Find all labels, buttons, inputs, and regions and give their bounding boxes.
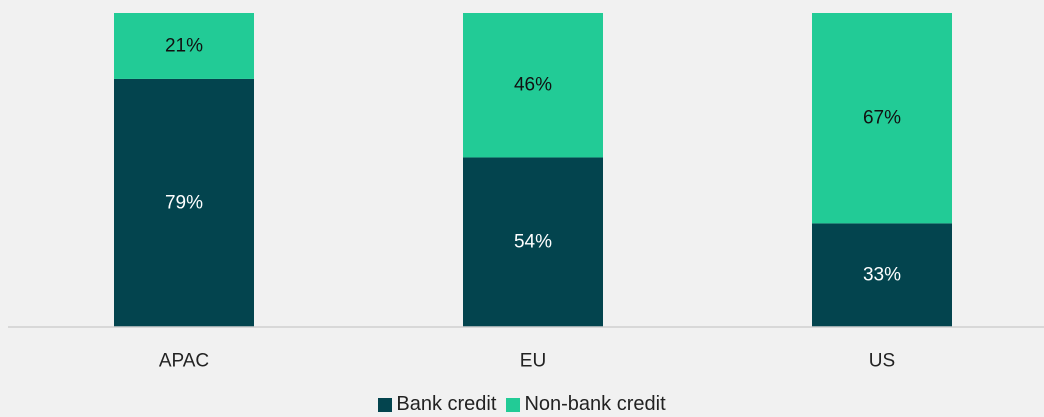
data-label-non-bank-credit-us: 67% xyxy=(863,108,901,129)
legend-swatch-bank-credit xyxy=(378,397,393,412)
legend-label-bank-credit: Bank credit xyxy=(396,393,497,415)
bars-group: 79% 21% 54% 46% 33% 67% xyxy=(114,13,952,327)
x-tick-label-eu: EU xyxy=(520,351,546,372)
legend-swatch-non-bank-credit xyxy=(506,397,521,412)
legend-item-non-bank-credit: Non-bank credit xyxy=(506,393,666,416)
bar-bank-credit-us xyxy=(812,223,952,327)
legend: Bank credit Non-bank credit xyxy=(0,393,1044,416)
bar-bank-credit-eu xyxy=(463,157,603,327)
data-label-non-bank-credit-apac: 21% xyxy=(165,35,203,56)
bar-non-bank-credit-eu xyxy=(463,13,603,158)
data-label-bank-credit-us: 33% xyxy=(863,265,901,286)
legend-label-non-bank-credit: Non-bank credit xyxy=(524,393,666,415)
x-axis-ticks: APAC EU US xyxy=(159,351,895,372)
bar-non-bank-credit-us xyxy=(812,13,952,224)
data-label-bank-credit-eu: 54% xyxy=(514,232,552,253)
data-label-bank-credit-apac: 79% xyxy=(165,192,203,213)
x-tick-label-us: US xyxy=(869,351,895,372)
x-tick-label-apac: APAC xyxy=(159,351,209,372)
bar-bank-credit-apac xyxy=(114,78,254,327)
bar-non-bank-credit-apac xyxy=(114,13,254,79)
legend-item-bank-credit: Bank credit xyxy=(378,393,496,416)
data-label-non-bank-credit-eu: 46% xyxy=(514,75,552,96)
